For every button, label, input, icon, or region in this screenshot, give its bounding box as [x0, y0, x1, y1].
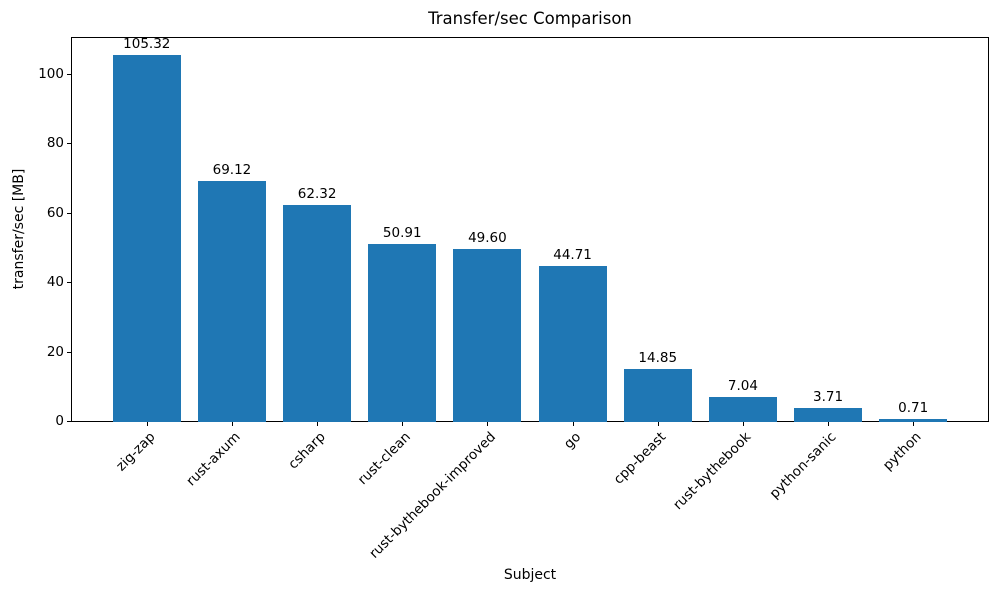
x-tick-mark: [146, 422, 148, 426]
x-tick-label-text: python: [879, 429, 925, 474]
bar-value-label: 105.32: [123, 36, 171, 53]
y-tick-label: 80: [46, 135, 64, 152]
x-tick-label-text: rust-axum: [182, 429, 244, 490]
bar: [538, 265, 607, 422]
bar-value-label: 3.71: [813, 389, 844, 406]
x-tick-mark: [402, 422, 404, 426]
bar: [453, 248, 522, 422]
x-tick-mark: [487, 422, 489, 426]
x-axis-label: Subject: [503, 567, 557, 583]
y-tick-label: 0: [55, 413, 64, 429]
y-tick-mark: [67, 73, 71, 75]
x-tick-label-text: go: [560, 429, 584, 453]
y-tick-label: 20: [46, 343, 64, 360]
bar: [793, 408, 863, 422]
bar-value-label: 62.32: [297, 185, 337, 202]
y-tick-label: 100: [38, 65, 64, 82]
bar-value-label: 14.85: [638, 350, 678, 367]
bar: [879, 418, 948, 422]
y-tick-mark: [67, 421, 71, 422]
x-tick-label-text: rust-clean: [354, 429, 414, 489]
x-tick-mark: [317, 422, 319, 426]
x-tick-mark: [742, 422, 744, 426]
bar-value-label: 50.91: [382, 225, 422, 242]
bar: [623, 369, 692, 422]
y-tick-label: 60: [46, 204, 64, 221]
y-tick-mark: [67, 212, 71, 214]
x-tick-label-text: rust-bythebook: [670, 429, 755, 514]
bar: [112, 55, 181, 422]
bar: [708, 396, 777, 422]
bar-value-label: 0.71: [898, 399, 929, 416]
x-tick-label-text: cpp-beast: [610, 429, 670, 488]
x-tick-label-text: zig-zap: [112, 429, 159, 475]
x-tick-label-text: csharp: [284, 429, 329, 473]
bar: [283, 204, 352, 422]
y-tick-mark: [67, 282, 71, 284]
x-tick-mark: [828, 422, 830, 426]
x-tick-mark: [657, 422, 659, 426]
bar-value-label: 7.04: [727, 377, 758, 394]
bar-value-label: 44.71: [553, 246, 592, 263]
y-tick-mark: [67, 351, 71, 353]
x-tick-mark: [231, 422, 233, 426]
y-tick-label: 40: [46, 274, 64, 291]
x-tick-mark: [572, 422, 574, 426]
x-tick-mark: [913, 422, 915, 426]
bar: [368, 244, 437, 422]
x-tick-label-text: python-sanic: [766, 429, 840, 502]
bar-value-label: 69.12: [212, 161, 252, 178]
y-axis-label-text: transfer/sec [MB]: [11, 168, 27, 290]
bar: [197, 180, 266, 422]
chart-title: Transfer/sec Comparison: [428, 9, 632, 28]
bar-value-label: 49.60: [468, 229, 507, 246]
y-tick-mark: [67, 143, 71, 145]
